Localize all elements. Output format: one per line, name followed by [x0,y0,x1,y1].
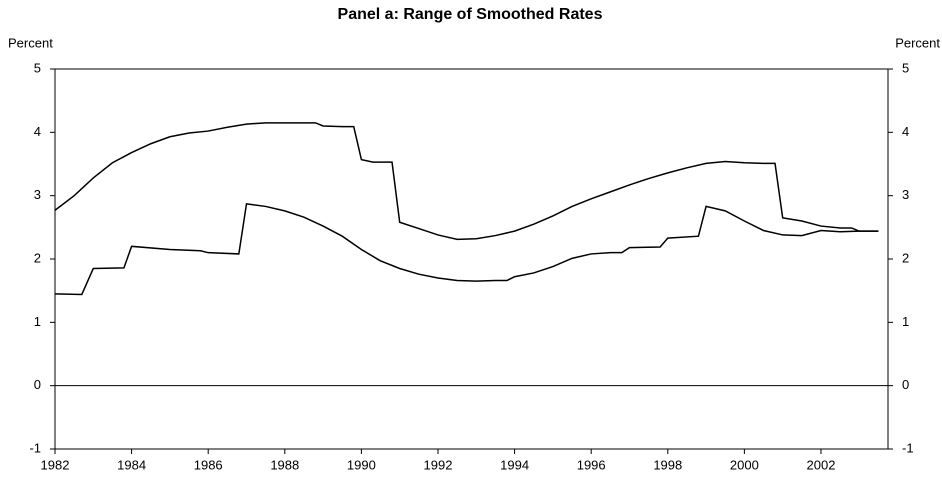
y-tick-label: 0 [34,377,41,392]
x-tick-label: 1990 [347,457,376,472]
y2-tick-label: 2 [902,250,909,265]
plot-frame [54,68,889,450]
y2-tick-label: 5 [902,60,909,75]
y2-tick-label: 3 [902,187,909,202]
y-tick-label: 4 [34,124,41,139]
series-line [54,203,879,296]
y-axis-label: Percent [8,35,53,50]
x-tick-label: 2000 [730,457,759,472]
y2-tick-label: 0 [902,377,909,392]
y-tick-label: 5 [34,60,41,75]
y2-tick-label: 4 [902,124,909,139]
y-tick-label: 2 [34,250,41,265]
x-tick-label: 1984 [117,457,146,472]
chart-title: Panel a: Range of Smoothed Rates [338,6,603,23]
y2-tick-label: 1 [902,314,909,329]
y-tick-label: 1 [34,314,41,329]
x-tick-label: 1996 [577,457,606,472]
x-tick-label: 1992 [424,457,453,472]
x-tick-label: 1986 [194,457,223,472]
x-tick-label: 1998 [653,457,682,472]
y2-axis-label: Percent [895,35,940,50]
y2-tick-label: -1 [902,440,914,455]
x-tick-label: 2002 [807,457,836,472]
series-line [54,122,879,241]
y-tick-label: -1 [29,440,41,455]
x-tick-label: 1988 [270,457,299,472]
x-tick-label: 1994 [500,457,529,472]
x-tick-label: 1982 [41,457,70,472]
y-tick-label: 3 [34,187,41,202]
